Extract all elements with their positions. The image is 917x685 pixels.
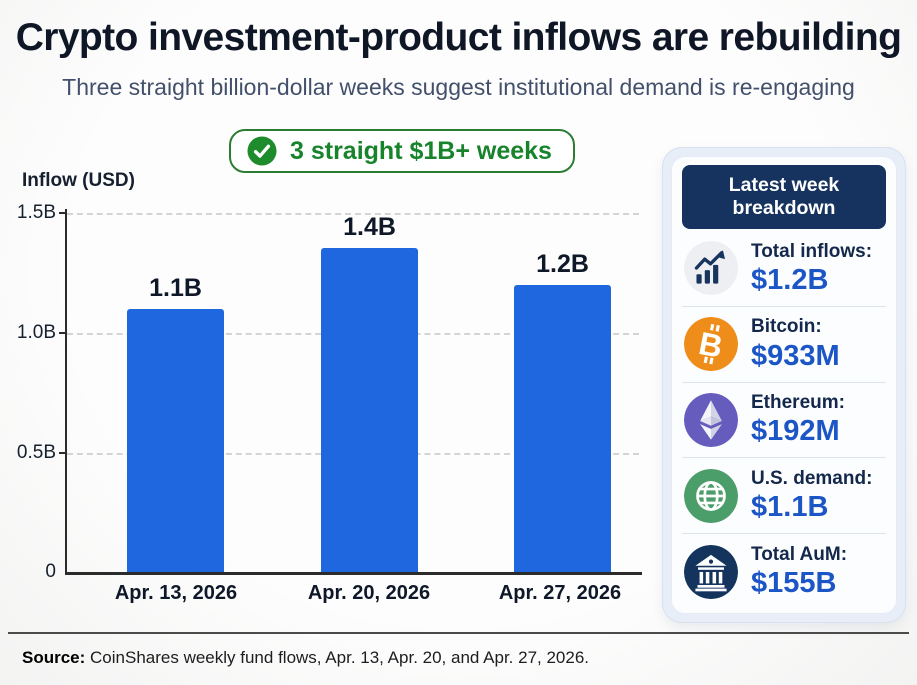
page-subtitle: Three straight billion-dollar weeks sugg… xyxy=(62,74,855,100)
row-text: Bitcoin: $933M xyxy=(751,316,840,372)
row-label: Ethereum: xyxy=(751,392,845,414)
y-tick-1-0b: 1.0B xyxy=(16,322,56,343)
source-text: CoinShares weekly fund flows, Apr. 13, A… xyxy=(85,648,590,667)
row-label: Bitcoin: xyxy=(751,316,822,338)
panel-row-us-demand: U.S. demand: $1.1B xyxy=(682,457,886,533)
highlight-badge: 3 straight $1B+ weeks xyxy=(229,129,575,173)
y-tickmark xyxy=(59,332,67,334)
row-label: Total inflows: xyxy=(751,240,873,262)
bar-value-label: 1.2B xyxy=(536,249,589,278)
bar-apr20 xyxy=(321,248,418,572)
bitcoin-icon: B xyxy=(684,317,738,372)
bar-group-apr20: 1.4B xyxy=(321,213,418,572)
breakdown-panel: Latest week breakdown Total inflows: $1.… xyxy=(662,147,906,623)
y-tick-1-5b: 1.5B xyxy=(16,202,56,223)
x-label-apr13: Apr. 13, 2026 xyxy=(114,582,238,604)
row-value: $192M xyxy=(751,415,840,448)
row-label: Total AuM: xyxy=(751,543,848,565)
bank-icon xyxy=(684,544,738,599)
y-tickmark xyxy=(59,452,67,454)
row-text: Ethereum: $192M xyxy=(751,392,845,448)
globe-icon xyxy=(684,468,738,523)
breakdown-panel-card: Latest week breakdown Total inflows: $1.… xyxy=(671,156,897,614)
x-axis-line xyxy=(65,572,642,575)
panel-row-ethereum: Ethereum: $192M xyxy=(682,381,886,458)
bar-apr27 xyxy=(514,284,611,572)
row-value: $1.2B xyxy=(751,263,829,296)
source-note: Source: CoinShares weekly fund flows, Ap… xyxy=(22,648,589,668)
panel-row-bitcoin: B Bitcoin: $933M xyxy=(682,305,886,382)
x-label-apr20: Apr. 20, 2026 xyxy=(307,582,431,604)
ethereum-icon xyxy=(684,392,738,447)
source-label: Source: xyxy=(22,648,86,667)
row-text: Total inflows: $1.2B xyxy=(751,241,872,297)
row-label: U.S. demand: xyxy=(751,467,873,489)
bar-value-label: 1.4B xyxy=(343,213,396,241)
x-label-apr27: Apr. 27, 2026 xyxy=(498,582,622,604)
row-text: Total AuM: $155B xyxy=(751,544,847,600)
row-text: U.S. demand: $1.1B xyxy=(751,468,872,524)
y-tick-0: 0 xyxy=(45,561,56,582)
panel-header: Latest week breakdown xyxy=(682,165,886,229)
y-tickmark xyxy=(59,212,67,214)
y-axis-line xyxy=(65,209,67,574)
row-value: $933M xyxy=(751,339,840,372)
bar-group-apr13: 1.1B xyxy=(127,213,224,572)
gridline-1-5b xyxy=(67,213,639,215)
bar-value-label: 1.1B xyxy=(149,273,202,302)
chart-up-icon xyxy=(684,241,738,296)
row-value: $155B xyxy=(751,566,837,599)
y-axis-title: Inflow (USD) xyxy=(22,170,135,191)
y-tick-0-5b: 0.5B xyxy=(16,442,56,463)
plot-area: 1.1B 1.4B 1.2B xyxy=(67,213,639,572)
panel-row-total-inflows: Total inflows: $1.2B xyxy=(682,231,886,306)
bar-apr13 xyxy=(127,308,224,572)
bar-group-apr27: 1.2B xyxy=(514,213,611,572)
check-circle-icon xyxy=(247,136,277,166)
footer-divider xyxy=(8,632,909,634)
page-title: Crypto investment-product inflows are re… xyxy=(15,16,902,59)
row-value: $1.1B xyxy=(751,491,829,524)
panel-row-total-aum: Total AuM: $155B xyxy=(682,533,886,609)
badge-label: 3 straight $1B+ weeks xyxy=(290,136,552,165)
